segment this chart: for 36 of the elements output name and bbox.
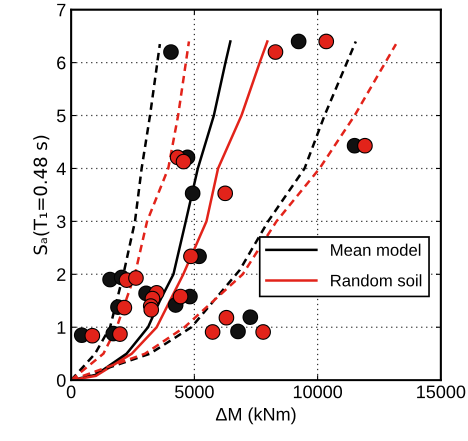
y-tick-label: 5 <box>56 110 66 122</box>
point <box>116 300 132 316</box>
point <box>290 34 306 50</box>
x-tick-label: 0 <box>66 385 76 398</box>
y-tick-label: 6 <box>57 56 66 70</box>
point <box>143 302 160 318</box>
point <box>84 328 100 344</box>
point <box>204 324 220 340</box>
y-tick-label: 2 <box>57 268 66 281</box>
y-tick-label: 0 <box>56 374 66 387</box>
legend-label: Mean model <box>331 244 420 256</box>
point <box>218 310 234 326</box>
y-tick-label: 1 <box>58 321 66 334</box>
legend-label: Random soil <box>331 274 422 286</box>
point <box>183 248 199 264</box>
point <box>112 326 128 342</box>
y-tick-label: 3 <box>56 215 66 228</box>
point <box>184 185 200 202</box>
point <box>163 44 179 60</box>
x-tick-label: 5000 <box>175 385 214 398</box>
point <box>230 324 246 340</box>
x-tick-label: 10000 <box>294 385 342 398</box>
point <box>318 34 334 50</box>
y-tick-label: 4 <box>56 162 66 176</box>
point <box>242 309 258 326</box>
point <box>128 270 144 286</box>
point <box>217 185 234 202</box>
point <box>357 138 373 154</box>
point <box>176 154 192 170</box>
point <box>268 44 284 60</box>
point <box>255 324 271 340</box>
point <box>172 288 188 304</box>
x-tick-label: 15000 <box>417 385 466 398</box>
y-tick-label: 7 <box>57 4 66 16</box>
y-axis-title: Sₐ(T₁=0.48 s) <box>33 136 50 254</box>
x-axis-title: ΔM (kNm) <box>216 407 296 424</box>
